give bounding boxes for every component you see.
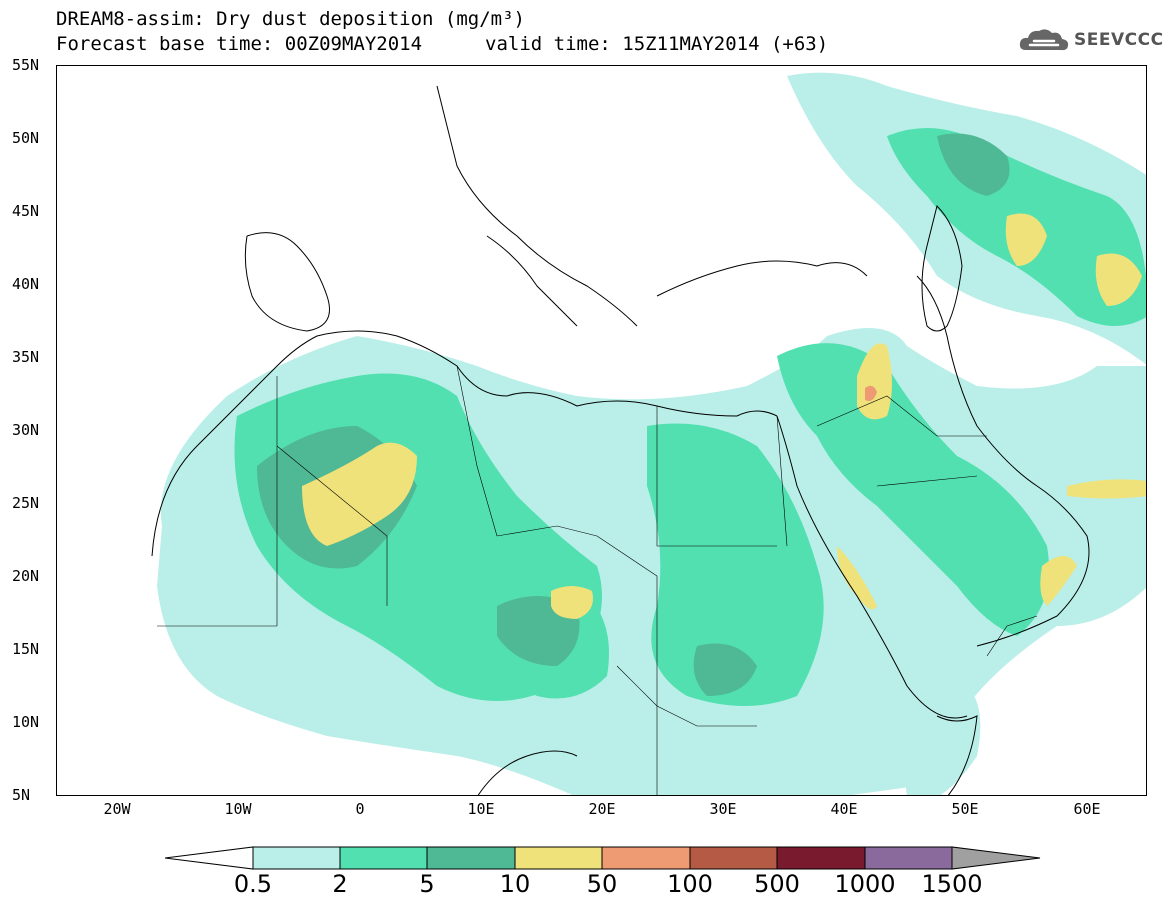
- lat-label: 25N: [12, 494, 40, 512]
- legend-swatch: [689, 846, 778, 870]
- legend-swatch: [426, 846, 516, 870]
- lat-label: 5N: [12, 786, 31, 804]
- map-title: DREAM8-assim: Dry dust deposition (mg/m³…: [56, 8, 525, 30]
- dust-band-50: [865, 385, 877, 401]
- legend-swatch: [601, 846, 691, 870]
- legend-label: 100: [667, 870, 713, 898]
- lon-label: 10W: [224, 800, 252, 818]
- lat-label: 15N: [12, 640, 40, 658]
- dust-band-5-east: [693, 643, 757, 696]
- legend-label: 1000: [834, 870, 896, 898]
- lon-label: 30E: [709, 800, 737, 818]
- lat-label: 30N: [12, 421, 40, 439]
- legend-swatch: [252, 846, 341, 870]
- lat-label: 10N: [12, 713, 40, 731]
- map-area: [56, 65, 1147, 796]
- lat-label: 50N: [12, 129, 40, 147]
- lon-label: 40E: [830, 800, 858, 818]
- legend-swatch: [776, 846, 866, 870]
- legend-swatch: [514, 846, 603, 870]
- lon-label: 0: [355, 800, 365, 818]
- legend-label: 1500: [921, 870, 983, 898]
- dust-band-5-caspian: [937, 133, 1010, 196]
- dust-band-10-east: [1095, 253, 1142, 306]
- forecast-base-time: Forecast base time: 00Z09MAY2014: [56, 33, 423, 55]
- cloud-icon: [1019, 29, 1069, 51]
- lon-label: 20W: [103, 800, 131, 818]
- legend-high-arrow: [951, 846, 1041, 870]
- legend-low-arrow: [165, 846, 254, 870]
- lon-label: 10E: [467, 800, 495, 818]
- lat-label: 55N: [12, 56, 40, 74]
- lon-label: 20E: [588, 800, 616, 818]
- dust-band-10-redsea: [837, 546, 877, 610]
- seevccc-logo: SEEVCCC: [1018, 26, 1164, 54]
- color-legend: [165, 846, 1041, 870]
- country-borders: [157, 365, 1038, 795]
- lat-label: 35N: [12, 348, 40, 366]
- coastlines: [151, 85, 1090, 795]
- dust-band-10-mali: [302, 442, 417, 546]
- dust-band-10-oman: [1040, 556, 1077, 606]
- legend-label: 500: [754, 870, 800, 898]
- legend-swatch: [339, 846, 428, 870]
- dust-band-2-east: [647, 423, 824, 706]
- lat-label: 20N: [12, 567, 40, 585]
- dust-contours: [157, 72, 1146, 795]
- legend-label: 5: [419, 870, 435, 898]
- valid-time: valid time: 15Z11MAY2014 (+63): [485, 33, 829, 55]
- logo-text: SEEVCCC: [1074, 30, 1164, 50]
- legend-label: 2: [332, 870, 348, 898]
- dust-band-2-arabia: [777, 343, 1049, 636]
- legend-label: 0.5: [233, 870, 273, 898]
- lat-label: 40N: [12, 275, 40, 293]
- dust-band-0.5-horn: [905, 686, 981, 795]
- lat-label: 45N: [12, 202, 40, 220]
- dust-band-10-pakistan: [1067, 479, 1146, 499]
- lon-label: 50E: [951, 800, 979, 818]
- dust-deposition-map: [151, 72, 1146, 795]
- dust-band-10-aral: [1005, 213, 1047, 266]
- legend-label: 50: [586, 870, 618, 898]
- dust-band-10-chad: [551, 586, 593, 619]
- lon-label: 60E: [1073, 800, 1101, 818]
- legend-label: 10: [499, 870, 531, 898]
- legend-swatch: [864, 846, 953, 870]
